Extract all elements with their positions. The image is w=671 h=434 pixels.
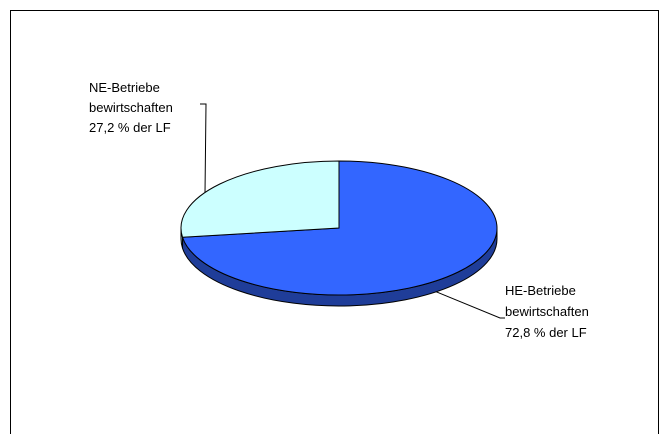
ne-label-line-2: bewirtschaften: [89, 100, 173, 115]
pie-slice-0: [181, 160, 498, 296]
leader-lines: [200, 103, 505, 319]
he-label-line-1: HE-Betriebe: [505, 283, 576, 298]
he-label-line-3: 72,8 % der LF: [505, 325, 587, 340]
ne-label: NE-Betriebe bewirtschaften 27,2 % der LF: [89, 80, 176, 135]
he-label-line-2: bewirtschaften: [505, 304, 589, 319]
leader-line-1: [200, 103, 207, 193]
ne-label-line-1: NE-Betriebe: [89, 80, 160, 95]
pie-slices: [180, 160, 498, 296]
ne-label-line-3: 27,2 % der LF: [89, 120, 171, 135]
pie-slice-1: [180, 160, 340, 238]
leader-line-0: [436, 291, 505, 319]
he-label: HE-Betriebe bewirtschaften 72,8 % der LF: [505, 283, 592, 340]
